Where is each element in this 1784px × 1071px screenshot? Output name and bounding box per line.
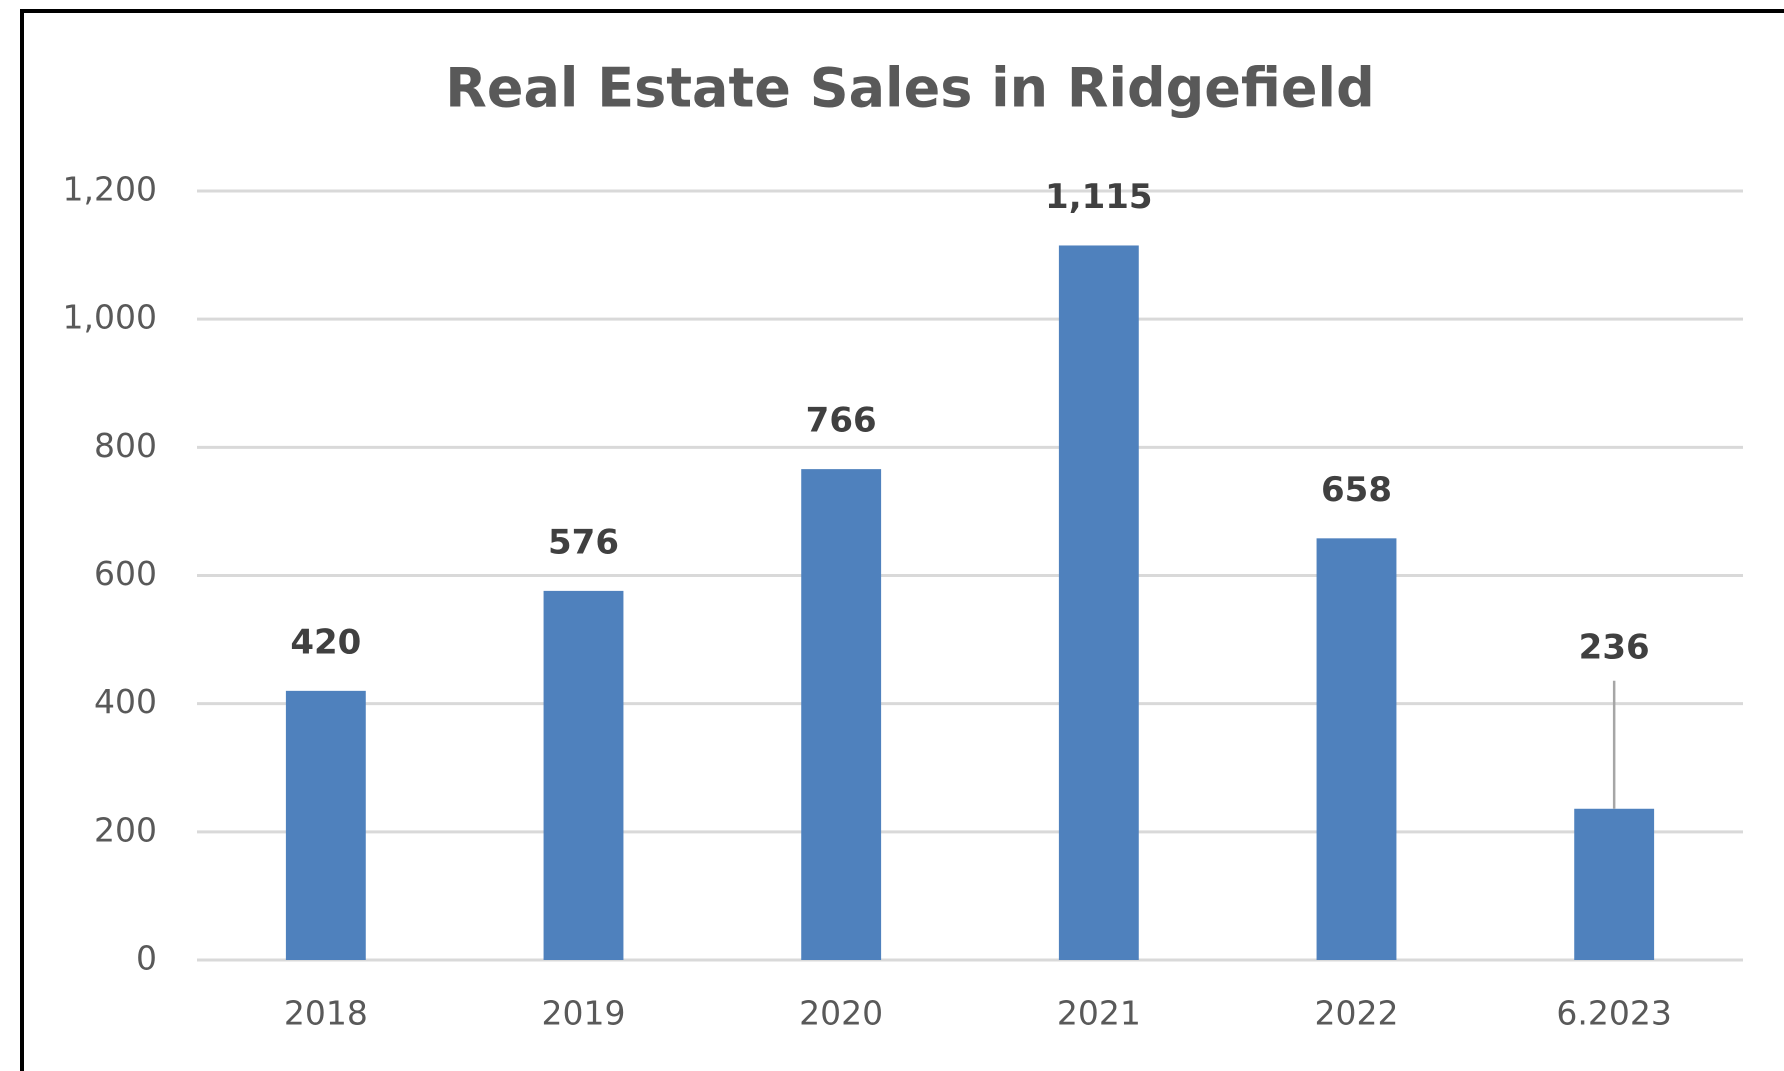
y-tick-label: 1,200 bbox=[63, 170, 157, 209]
data-label: 766 bbox=[806, 401, 877, 441]
y-tick-label: 1,000 bbox=[63, 298, 157, 337]
x-tick-label: 2019 bbox=[542, 994, 626, 1033]
y-tick-label: 400 bbox=[94, 682, 157, 721]
x-tick-label: 2021 bbox=[1057, 994, 1141, 1033]
x-tick-label: 2018 bbox=[284, 994, 368, 1033]
data-label: 236 bbox=[1579, 627, 1650, 667]
y-tick-label: 200 bbox=[94, 810, 157, 849]
chart-title: Real Estate Sales in Ridgefield bbox=[445, 57, 1374, 120]
x-tick-label: 2020 bbox=[799, 994, 883, 1033]
bar bbox=[1058, 245, 1139, 961]
data-label: 1,115 bbox=[1045, 177, 1153, 217]
x-tick-label: 6.2023 bbox=[1556, 994, 1671, 1033]
data-label: 576 bbox=[548, 522, 619, 562]
data-label: 658 bbox=[1321, 470, 1392, 510]
x-tick-label: 2022 bbox=[1315, 994, 1399, 1033]
bar bbox=[285, 690, 366, 960]
bar bbox=[1316, 538, 1397, 960]
y-tick-label: 800 bbox=[94, 426, 157, 465]
y-tick-label: 600 bbox=[94, 554, 157, 593]
data-label: 420 bbox=[290, 622, 361, 662]
y-tick-label: 0 bbox=[136, 939, 157, 978]
bar bbox=[543, 590, 624, 960]
chart-border bbox=[20, 9, 1784, 1071]
bar bbox=[1574, 808, 1655, 960]
bar bbox=[801, 469, 882, 960]
